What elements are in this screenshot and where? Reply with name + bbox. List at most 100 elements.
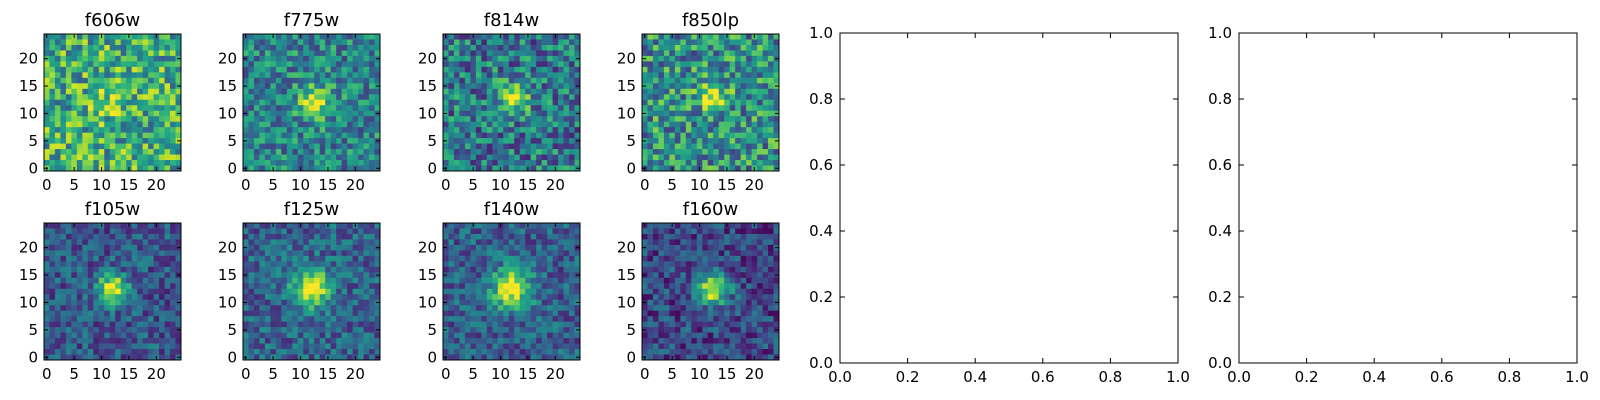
heatmap-cell	[536, 244, 543, 251]
heatmap-cell	[369, 283, 375, 290]
heatmap-cell	[492, 55, 499, 62]
heatmap-cell	[757, 239, 763, 246]
heatmap-cell	[658, 44, 665, 51]
heatmap-cell	[492, 34, 499, 40]
heatmap-cell	[170, 316, 176, 323]
heatmap-cell	[325, 299, 332, 306]
heatmap-cell	[243, 305, 249, 312]
heatmap-cell	[746, 110, 752, 117]
heatmap-cell	[330, 99, 337, 106]
heatmap-cell	[740, 138, 747, 144]
heatmap-cell	[264, 88, 271, 95]
heatmap-cell	[647, 55, 654, 62]
heatmap-cell	[569, 154, 575, 161]
heatmap-cell	[54, 228, 61, 235]
heatmap-cell	[65, 34, 72, 40]
heatmap-cell	[248, 116, 255, 123]
heatmap-cell	[464, 165, 471, 172]
heatmap-cell	[448, 233, 455, 240]
heatmap-cell	[729, 61, 736, 68]
heatmap-cell	[503, 154, 510, 161]
heatmap-cell	[319, 343, 326, 350]
heatmap-cell	[751, 110, 758, 117]
heatmap-cell	[652, 61, 659, 68]
heatmap-cell	[325, 154, 332, 161]
heatmap-cell	[443, 255, 449, 262]
heatmap-cell	[508, 55, 515, 62]
heatmap-cell	[358, 132, 364, 139]
heatmap-cell	[98, 110, 105, 117]
heatmap-cell	[558, 244, 564, 251]
heatmap-cell	[153, 349, 160, 355]
heatmap-cell	[569, 110, 575, 117]
heatmap-cell	[314, 299, 321, 306]
heatmap-cell	[170, 244, 176, 251]
heatmap-cell	[352, 310, 359, 317]
heatmap-cell	[503, 77, 510, 84]
heatmap-cell	[49, 83, 56, 90]
heatmap-cell	[459, 132, 466, 139]
heatmap-cell	[443, 143, 449, 150]
heatmap-cell	[264, 255, 271, 262]
heatmap-cell	[319, 223, 326, 229]
heatmap-cell	[170, 44, 176, 51]
heatmap-cell	[319, 305, 326, 312]
heatmap-cell	[448, 283, 455, 290]
heatmap-cell	[702, 266, 709, 273]
heatmap-cell	[330, 310, 337, 317]
heatmap-cell	[164, 44, 171, 51]
heatmap-cell	[347, 228, 353, 235]
heatmap-cell	[275, 338, 282, 344]
heatmap-cell	[459, 310, 466, 317]
heatmap-cell	[729, 233, 736, 240]
heatmap-cell	[65, 244, 72, 251]
heatmap-cell	[137, 77, 144, 84]
heatmap-cell	[82, 149, 89, 155]
heatmap-cell	[453, 61, 460, 68]
heatmap-cell	[558, 305, 564, 312]
heatmap-cell	[259, 354, 266, 361]
heatmap-cell	[275, 105, 282, 112]
heatmap-cell	[164, 255, 171, 262]
heatmap-cell	[735, 121, 742, 128]
heatmap-cell	[82, 165, 89, 172]
heatmap-cell	[746, 294, 752, 301]
heatmap-cell	[497, 99, 504, 106]
heatmap-cell	[87, 277, 94, 284]
heatmap-cell	[248, 138, 255, 144]
heatmap-cell	[243, 121, 249, 128]
heatmap-cell	[120, 138, 127, 144]
heatmap-cell	[54, 110, 61, 117]
heatmap-cell	[243, 105, 249, 112]
heatmap-cell	[44, 261, 50, 268]
heatmap-cell	[109, 61, 116, 68]
heatmap-cell	[87, 66, 94, 73]
heatmap-cell	[259, 349, 266, 355]
heatmap-cell	[369, 294, 375, 301]
heatmap-cell	[308, 349, 315, 355]
heatmap-cell	[104, 77, 111, 84]
heatmap-cell	[336, 349, 343, 355]
heatmap-cell	[475, 99, 482, 106]
heatmap-cell	[486, 88, 493, 95]
heatmap-cell	[281, 132, 288, 139]
heatmap-cell	[642, 61, 648, 68]
heatmap-cell	[275, 77, 282, 84]
heatmap-cell	[724, 149, 731, 155]
heatmap-cell	[574, 316, 581, 323]
heatmap-cell	[164, 338, 171, 344]
heatmap-cell	[142, 272, 149, 279]
heatmap-cell	[264, 143, 271, 150]
heatmap-cell	[642, 94, 648, 101]
heatmap-cell	[148, 72, 154, 79]
heatmap-cell	[60, 50, 67, 57]
heatmap-cell	[558, 127, 564, 134]
heatmap-cell	[746, 34, 752, 40]
heatmap-cell	[696, 154, 703, 161]
heatmap-cell	[148, 239, 154, 246]
heatmap-cell	[652, 288, 659, 295]
heatmap-cell	[525, 250, 532, 257]
heatmap-cell	[49, 132, 56, 139]
heatmap-cell	[718, 66, 725, 73]
heatmap-cell	[308, 55, 315, 62]
